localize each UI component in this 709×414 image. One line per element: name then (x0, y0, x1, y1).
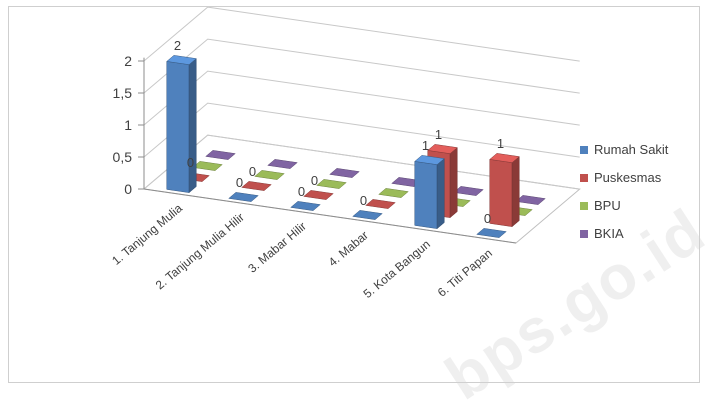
category-label: 6. Titi Papan (435, 246, 495, 300)
gridline (143, 38, 580, 94)
y-tick-label: 0,5 (113, 149, 133, 165)
data-label: 0 (298, 184, 305, 199)
bar-rumah-sakit (290, 201, 321, 211)
bar-bpu (192, 161, 223, 171)
bar-bpu (378, 188, 409, 198)
data-label: 0 (360, 193, 367, 208)
legend: Rumah Sakit Puskesmas BPU BKIA (580, 142, 669, 241)
bar-puskesmas (365, 199, 396, 209)
bar-bkia (329, 168, 360, 178)
category-label: 5. Kota Bangun (361, 237, 433, 301)
bar-puskesmas (303, 190, 334, 200)
bars (166, 55, 546, 238)
legend-swatch (580, 146, 588, 154)
y-axis: 0 0,5 1 1,5 2 (113, 53, 145, 197)
legend-label: Puskesmas (594, 170, 662, 185)
data-label: 2 (174, 38, 181, 53)
bar-rumah-sakit (228, 192, 259, 202)
legend-swatch (580, 202, 588, 210)
y-tick-label: 0 (124, 181, 132, 197)
bar-rumah-sakit (476, 228, 507, 238)
legend-swatch (580, 174, 588, 182)
y-tick-label: 1,5 (113, 85, 133, 101)
x-axis-line (143, 188, 517, 244)
gridline (143, 7, 580, 62)
legend-label: BPU (594, 198, 621, 213)
data-label: 0 (311, 173, 318, 188)
bar-bpu (254, 170, 285, 180)
data-label: 0 (236, 175, 243, 190)
data-label: 1 (497, 136, 504, 151)
data-label: 0 (187, 155, 194, 170)
bar-puskesmas (241, 181, 272, 191)
gridline (143, 70, 580, 126)
legend-label: BKIA (594, 226, 624, 241)
bar-rumah-sakit (352, 210, 383, 220)
data-label: 1 (422, 138, 429, 153)
bar-puskesmas (489, 153, 520, 228)
bar-bkia (205, 150, 236, 160)
bar-rumah-sakit (166, 55, 197, 194)
data-label: 1 (435, 127, 442, 142)
data-label: 0 (484, 211, 491, 226)
bar-bkia (267, 159, 298, 169)
category-label: 3. Mabar Hilir (245, 219, 309, 276)
bar-bpu (316, 179, 347, 189)
y-tick-label: 2 (124, 53, 132, 69)
bar-rumah-sakit (414, 155, 445, 230)
y-tick-label: 1 (124, 117, 132, 133)
data-label: 0 (249, 164, 256, 179)
category-label: 4. Mabar (326, 228, 371, 269)
category-label: 1. Tanjung Mulia (109, 201, 185, 268)
bar-bkia (515, 195, 546, 205)
bar-bkia (453, 186, 484, 196)
legend-swatch (580, 230, 588, 238)
gridline (143, 102, 580, 158)
legend-label: Rumah Sakit (594, 142, 669, 157)
